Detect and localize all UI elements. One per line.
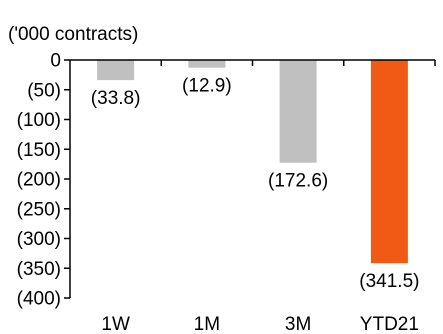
bar-1m <box>188 60 226 68</box>
y-tick-label: (250) <box>17 199 61 220</box>
y-tick-label: (300) <box>17 229 61 250</box>
data-label: (341.5) <box>359 271 419 292</box>
y-tick-label: (200) <box>17 170 61 191</box>
bar-ytd21 <box>370 60 408 264</box>
data-label: (33.8) <box>91 88 141 109</box>
chart-unit-label: ('000 contracts) <box>8 24 138 45</box>
y-tick-label: 0 <box>50 51 61 72</box>
x-category-label: YTD21 <box>360 314 419 334</box>
bar-1w <box>97 60 135 81</box>
x-category-label: 1W <box>101 314 130 334</box>
y-tick-label: (400) <box>17 289 61 310</box>
x-category-label: 3M <box>285 314 311 334</box>
data-labels: (33.8) (12.9) (172.6) (341.5) <box>91 76 420 293</box>
y-tick-label: (100) <box>17 110 61 131</box>
bars <box>97 60 408 264</box>
y-axis: 0 (50) (100) (150) (200) (250) (300) (350) (400) <box>17 51 71 310</box>
data-label: (172.6) <box>268 171 328 192</box>
y-tick-label: (350) <box>17 259 61 280</box>
bar-3m <box>279 60 317 163</box>
y-tick-label: (50) <box>27 80 61 101</box>
x-axis: 1W 1M 3M YTD21 <box>70 59 436 334</box>
y-tick-label: (150) <box>17 140 61 161</box>
data-label: (12.9) <box>182 76 232 97</box>
x-category-label: 1M <box>194 314 220 334</box>
